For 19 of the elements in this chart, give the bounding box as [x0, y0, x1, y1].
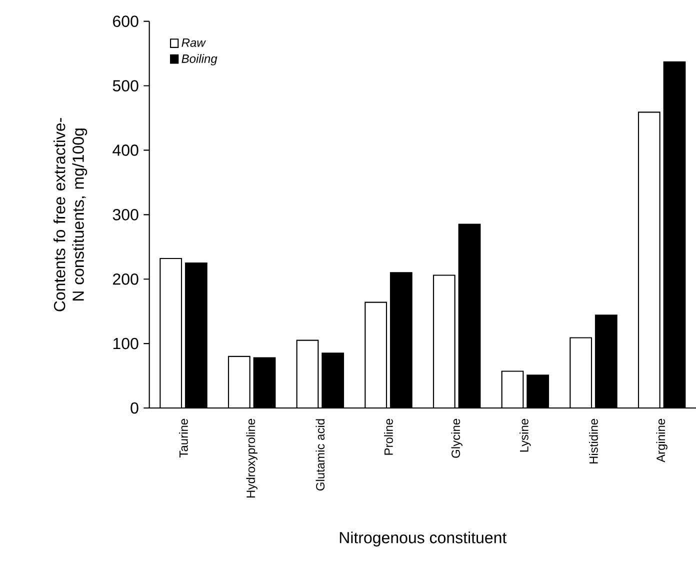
- x-tick-label: Proline: [384, 419, 393, 455]
- x-axis-title: Nitrogenous constituent: [340, 532, 507, 547]
- x-tick-label: Lysine: [520, 419, 531, 452]
- y-tick-label: 400: [112, 144, 138, 156]
- x-tick-label: Arginine: [656, 419, 668, 463]
- x-tick-label: Taurine: [179, 419, 188, 458]
- y-tick-label: 500: [112, 80, 138, 92]
- x-tick-label: Hydroxyproline: [246, 419, 258, 498]
- y-tick-label: 200: [113, 274, 138, 285]
- y-tick-label: 100: [113, 338, 138, 350]
- legend-label: Raw: [182, 38, 206, 48]
- x-tick-label: Glutamic acid: [316, 419, 325, 491]
- x-tick-label: Glycine: [451, 419, 462, 458]
- y-tick-label: 0: [130, 402, 138, 414]
- y-tick-label: 300: [112, 209, 138, 220]
- legend-label: Boiling: [182, 54, 218, 66]
- y-axis-title: Contents fo free extractive-N constituents, mg/100g: [54, 118, 88, 312]
- y-tick-label: 600: [113, 16, 138, 28]
- x-tick-label: Histidine: [589, 419, 598, 464]
